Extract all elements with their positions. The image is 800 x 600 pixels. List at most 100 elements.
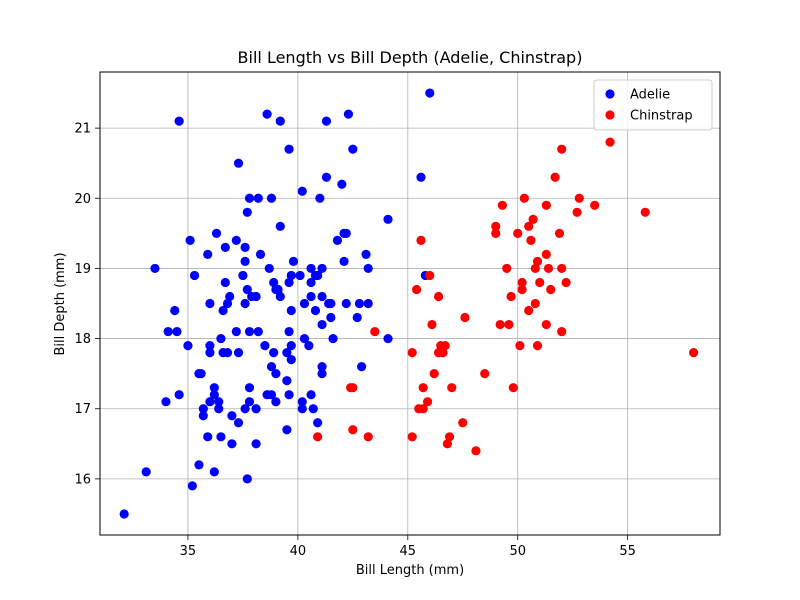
data-point <box>317 291 327 302</box>
data-point <box>605 137 615 147</box>
data-point <box>317 369 327 379</box>
data-point <box>348 425 358 435</box>
data-point <box>590 200 600 210</box>
data-point <box>526 235 536 245</box>
data-point <box>383 214 393 224</box>
legend: Adelie Chinstrap <box>593 79 713 131</box>
data-point <box>299 333 310 344</box>
data-point <box>150 263 160 274</box>
data-point <box>253 193 263 203</box>
data-point <box>211 228 222 238</box>
data-point <box>222 348 233 358</box>
grid-lines <box>100 72 720 535</box>
data-point <box>242 284 252 295</box>
data-point <box>530 298 540 309</box>
data-point <box>425 88 435 98</box>
y-tick-label: 17 <box>74 402 91 417</box>
data-point <box>491 221 501 231</box>
data-point <box>222 298 233 309</box>
data-point <box>170 305 180 316</box>
data-point <box>348 383 358 393</box>
data-point <box>183 340 193 351</box>
data-point <box>240 404 250 414</box>
data-point <box>282 376 292 386</box>
data-point <box>363 263 373 274</box>
data-point <box>216 333 226 344</box>
data-point <box>194 460 204 470</box>
data-point <box>508 383 518 393</box>
data-point <box>497 200 507 210</box>
data-point <box>240 242 250 252</box>
data-point <box>255 249 266 259</box>
data-point <box>308 404 318 414</box>
data-point <box>339 256 349 267</box>
data-point <box>244 383 255 393</box>
data-point <box>524 305 534 316</box>
data-point <box>227 411 237 421</box>
data-point <box>233 418 244 428</box>
data-point <box>546 284 556 295</box>
data-point <box>205 397 215 407</box>
data-point <box>313 418 323 428</box>
data-point <box>574 193 584 203</box>
data-point <box>299 298 310 309</box>
data-point <box>187 481 197 491</box>
data-point <box>198 404 208 414</box>
data-point <box>209 383 219 393</box>
data-point <box>427 319 437 330</box>
data-point <box>174 390 184 400</box>
data-point <box>209 390 219 400</box>
data-point <box>407 432 417 442</box>
data-point <box>348 144 358 154</box>
data-point <box>242 474 252 484</box>
data-point <box>425 270 435 281</box>
data-point <box>304 340 314 351</box>
data-point <box>326 312 336 323</box>
data-point <box>209 467 219 477</box>
data-point <box>231 326 241 337</box>
data-point <box>530 263 540 274</box>
data-point <box>383 333 393 344</box>
data-point <box>306 291 316 302</box>
legend-marker <box>605 110 615 120</box>
data-point <box>275 221 285 231</box>
data-point <box>640 207 650 217</box>
y-tick-label: 21 <box>74 122 91 137</box>
data-point <box>233 348 244 358</box>
data-point <box>504 319 514 330</box>
data-point <box>251 291 261 302</box>
data-point <box>357 362 367 372</box>
data-point <box>502 263 512 274</box>
data-point <box>519 193 529 203</box>
data-point <box>119 509 129 519</box>
data-point <box>460 312 470 323</box>
data-point <box>337 179 347 189</box>
data-point <box>554 228 565 238</box>
chart-title: Bill Length vs Bill Depth (Adelie, Chins… <box>238 48 583 67</box>
data-point <box>310 305 321 316</box>
data-point <box>275 116 285 126</box>
data-point <box>264 263 274 274</box>
data-point <box>363 298 373 309</box>
data-point <box>313 432 323 442</box>
data-point <box>233 158 244 168</box>
data-point <box>251 404 261 414</box>
data-point <box>273 284 283 295</box>
data-point <box>572 207 582 217</box>
data-point <box>306 263 316 274</box>
data-point <box>541 200 551 210</box>
y-tick-label: 16 <box>74 472 91 487</box>
series-adelie <box>119 88 435 519</box>
data-point <box>271 397 281 407</box>
data-point <box>242 207 252 217</box>
data-point <box>172 326 182 337</box>
data-point <box>214 404 224 414</box>
data-point <box>269 277 279 288</box>
data-point <box>561 277 571 288</box>
data-point <box>524 221 534 231</box>
data-point <box>370 326 380 337</box>
data-point <box>339 228 349 238</box>
data-point <box>205 348 215 358</box>
data-point <box>286 305 296 316</box>
